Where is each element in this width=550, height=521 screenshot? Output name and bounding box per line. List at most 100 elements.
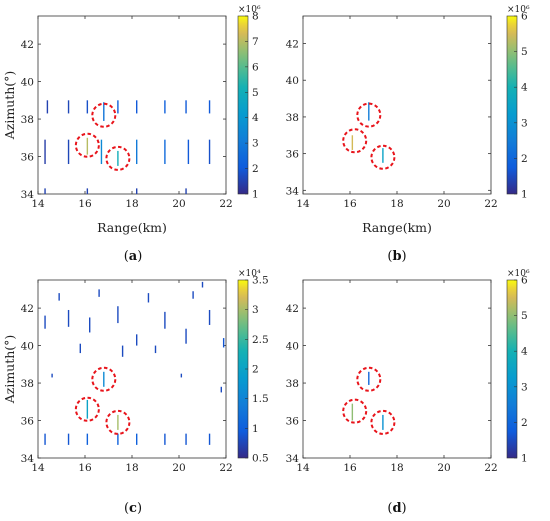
x-tick-label: 18 [125, 462, 138, 474]
colorbar-tick-label: 2 [252, 163, 259, 175]
x-tick-label: 20 [437, 198, 450, 210]
panel-a: 14 16 18 20 223436384042Range(km)Azimuth(°)1… [2, 5, 261, 264]
y-tick-label: 42 [286, 39, 299, 51]
plot-area-a [37, 15, 227, 195]
target-circle [370, 144, 396, 170]
target-circle [370, 409, 396, 435]
y-tick-label: 42 [21, 303, 34, 315]
x-tick-label: 20 [172, 462, 185, 474]
x-tick-label: 22 [484, 198, 497, 210]
y-tick-label: 40 [286, 341, 299, 353]
y-tick-label: 36 [286, 416, 300, 428]
plot-area-c [37, 279, 227, 459]
colorbar-tick-label: 2 [521, 153, 528, 165]
target-circle [74, 132, 100, 158]
x-tick-label: 22 [484, 462, 497, 474]
target-circle [105, 409, 131, 435]
colorbar-tick-label: 5 [252, 87, 259, 99]
colorbar-tick-label: 2 [252, 364, 259, 376]
panel-c: 14 16 18 20 22 34 36 38 40 42 Azimuth(°) 0.5 1 1.5 2 2.… [2, 269, 269, 516]
caption-paren-open: ( [387, 501, 392, 516]
colorbar-tick-label: 4 [252, 112, 259, 124]
colorbar-tick-label: 7 [252, 36, 259, 48]
colorbar-tick-label: 3 [521, 381, 528, 393]
colorbar-tick-label: 3 [252, 304, 259, 316]
colorbar-tick-label: 6 [521, 275, 528, 287]
colorbar-d [506, 279, 518, 459]
caption-letter: d [392, 501, 401, 516]
y-tick-label: 42 [21, 39, 34, 51]
x-tick-label: 18 [390, 462, 403, 474]
colorbar-a [237, 15, 249, 195]
y-tick-label: 40 [286, 75, 299, 87]
colorbar-tick-label: 3.5 [252, 275, 269, 287]
colorbar-tick-label: 1 [521, 189, 528, 201]
y-axis-label: Azimuth(°) [2, 71, 17, 141]
x-tick-label: 20 [172, 198, 185, 210]
colorbar-tick-label: 3 [252, 138, 259, 150]
plot-area-b [302, 15, 492, 195]
y-tick-label: 34 [286, 453, 300, 465]
colorbar-multiplier: ×10⁶ [238, 5, 261, 15]
y-tick-label: 38 [286, 378, 299, 390]
panel-caption: (b) [387, 249, 406, 264]
target-circle [91, 366, 117, 392]
x-tick-label: 14 [296, 462, 310, 474]
x-tick-label: 16 [343, 198, 357, 210]
x-tick-label: 16 [343, 462, 357, 474]
caption-paren-close: ) [137, 249, 142, 264]
caption-paren-open: ( [124, 249, 129, 264]
x-tick-label: 22 [219, 462, 232, 474]
y-tick-label: 36 [21, 416, 35, 428]
colorbar-tick-label: 5 [521, 310, 528, 322]
y-tick-label: 38 [21, 114, 34, 126]
target-circle [74, 396, 100, 422]
panel-caption: (c) [124, 501, 142, 516]
target-circle [356, 102, 382, 128]
target-circle [342, 398, 368, 424]
colorbar-b [506, 15, 518, 195]
caption-paren-open: ( [387, 249, 392, 264]
colorbar-tick-label: 3 [521, 117, 528, 129]
x-tick-label: 18 [125, 198, 138, 210]
x-tick-label: 14 [31, 198, 45, 210]
y-tick-label: 34 [21, 189, 35, 201]
x-tick-label: 16 [78, 198, 92, 210]
colorbar-tick-label: 1 [252, 189, 259, 201]
colorbar-tick-label: 0.5 [252, 453, 269, 465]
plot-area-d [302, 279, 492, 459]
colorbar-tick-label: 1 [252, 423, 259, 435]
y-tick-label: 34 [21, 453, 35, 465]
colorbar-tick-label: 6 [252, 61, 259, 73]
colorbar-tick-label: 4 [521, 82, 528, 94]
colorbar-multiplier: ×10⁶ [507, 5, 530, 15]
x-tick-label: 18 [390, 198, 403, 210]
panel-caption: (d) [387, 501, 406, 516]
x-tick-label: 14 [31, 462, 45, 474]
colorbar-multiplier: ×10⁶ [507, 269, 530, 279]
y-axis-label: Azimuth(°) [2, 335, 17, 405]
y-tick-label: 38 [286, 112, 299, 124]
colorbar-tick-label: 1.5 [252, 393, 269, 405]
panel-caption: (a) [124, 249, 143, 264]
colorbar-multiplier: ×10⁴ [238, 269, 261, 279]
colorbar-tick-label: 8 [252, 11, 259, 23]
target-circle [356, 366, 382, 392]
panel-b: 14 16 18 20 223436384042Range(km)123456×10⁶(… [286, 5, 530, 264]
y-tick-label: 40 [21, 341, 34, 353]
y-tick-label: 34 [286, 185, 300, 197]
target-circle [105, 145, 131, 171]
x-axis-label: Range(km) [362, 220, 432, 235]
colorbar-tick-label: 6 [521, 11, 528, 23]
caption-paren-close: ) [402, 249, 407, 264]
x-tick-label: 20 [437, 462, 450, 474]
caption-paren-close: ) [402, 501, 407, 516]
colorbar-tick-label: 4 [521, 346, 528, 358]
y-tick-label: 36 [286, 149, 300, 161]
target-circle [342, 128, 368, 154]
target-circle [91, 102, 117, 128]
colorbar-tick-label: 5 [521, 46, 528, 58]
y-tick-label: 40 [21, 77, 34, 89]
caption-paren-open: ( [124, 501, 129, 516]
